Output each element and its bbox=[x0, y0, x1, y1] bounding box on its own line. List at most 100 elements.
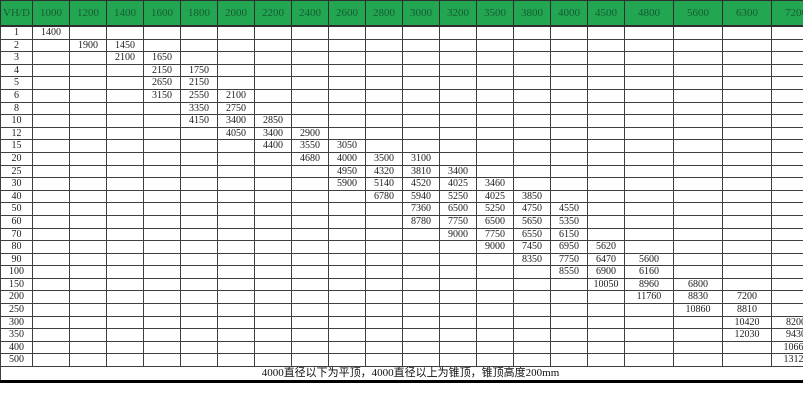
data-cell[interactable] bbox=[106, 88, 144, 103]
data-cell[interactable] bbox=[180, 177, 218, 191]
data-cell[interactable] bbox=[254, 290, 292, 305]
data-cell[interactable] bbox=[106, 202, 144, 216]
data-cell[interactable] bbox=[254, 88, 292, 103]
data-cell[interactable] bbox=[587, 114, 625, 128]
data-cell[interactable] bbox=[550, 126, 588, 141]
data-cell[interactable] bbox=[143, 265, 181, 279]
data-cell[interactable]: 10420 bbox=[722, 315, 772, 330]
data-cell[interactable] bbox=[143, 101, 181, 116]
data-cell[interactable] bbox=[32, 139, 70, 153]
data-cell[interactable] bbox=[365, 38, 403, 53]
data-cell[interactable] bbox=[771, 227, 803, 242]
data-cell[interactable] bbox=[254, 240, 292, 254]
data-cell[interactable] bbox=[328, 25, 366, 40]
data-cell[interactable] bbox=[69, 164, 107, 179]
data-cell[interactable]: 5620 bbox=[587, 240, 625, 254]
data-cell[interactable]: 5940 bbox=[402, 189, 440, 204]
data-cell[interactable] bbox=[722, 277, 772, 292]
data-cell[interactable] bbox=[106, 101, 144, 116]
row-label-cell[interactable]: 60 bbox=[0, 214, 33, 229]
data-cell[interactable] bbox=[69, 265, 107, 279]
data-cell[interactable]: 3850 bbox=[513, 189, 551, 204]
data-cell[interactable] bbox=[513, 76, 551, 90]
data-cell[interactable]: 1450 bbox=[106, 38, 144, 53]
data-cell[interactable] bbox=[69, 177, 107, 191]
data-cell[interactable] bbox=[254, 177, 292, 191]
data-cell[interactable] bbox=[217, 214, 255, 229]
data-cell[interactable] bbox=[69, 303, 107, 317]
data-cell[interactable]: 6500 bbox=[476, 214, 514, 229]
data-cell[interactable] bbox=[106, 353, 144, 368]
data-cell[interactable] bbox=[587, 164, 625, 179]
data-cell[interactable] bbox=[217, 139, 255, 153]
data-cell[interactable] bbox=[402, 139, 440, 153]
data-cell[interactable] bbox=[106, 114, 144, 128]
data-cell[interactable]: 3550 bbox=[291, 139, 329, 153]
data-cell[interactable] bbox=[180, 227, 218, 242]
data-cell[interactable] bbox=[180, 265, 218, 279]
column-header-cell[interactable]: 1200 bbox=[69, 0, 107, 27]
data-cell[interactable] bbox=[587, 88, 625, 103]
data-cell[interactable] bbox=[624, 139, 674, 153]
data-cell[interactable]: 7750 bbox=[439, 214, 477, 229]
data-cell[interactable] bbox=[217, 164, 255, 179]
data-cell[interactable] bbox=[587, 38, 625, 53]
data-cell[interactable] bbox=[476, 164, 514, 179]
data-cell[interactable] bbox=[771, 126, 803, 141]
data-cell[interactable] bbox=[69, 88, 107, 103]
data-cell[interactable] bbox=[673, 252, 723, 267]
data-cell[interactable] bbox=[402, 126, 440, 141]
data-cell[interactable] bbox=[439, 353, 477, 368]
data-cell[interactable]: 6780 bbox=[365, 189, 403, 204]
data-cell[interactable] bbox=[550, 101, 588, 116]
data-cell[interactable] bbox=[217, 25, 255, 40]
data-cell[interactable] bbox=[365, 202, 403, 216]
data-cell[interactable] bbox=[673, 164, 723, 179]
data-cell[interactable] bbox=[106, 63, 144, 78]
data-cell[interactable] bbox=[32, 189, 70, 204]
data-cell[interactable] bbox=[254, 38, 292, 53]
data-cell[interactable] bbox=[476, 290, 514, 305]
data-cell[interactable] bbox=[217, 51, 255, 65]
row-label-cell[interactable]: 20 bbox=[0, 151, 33, 166]
data-cell[interactable] bbox=[328, 101, 366, 116]
data-cell[interactable] bbox=[402, 340, 440, 355]
data-cell[interactable]: 3460 bbox=[476, 177, 514, 191]
row-label-cell[interactable]: 8 bbox=[0, 101, 33, 116]
data-cell[interactable] bbox=[365, 303, 403, 317]
data-cell[interactable] bbox=[180, 126, 218, 141]
data-cell[interactable]: 1400 bbox=[32, 25, 70, 40]
data-cell[interactable]: 8830 bbox=[673, 290, 723, 305]
data-cell[interactable] bbox=[476, 126, 514, 141]
data-cell[interactable] bbox=[254, 151, 292, 166]
data-cell[interactable]: 4025 bbox=[476, 189, 514, 204]
row-label-cell[interactable]: 300 bbox=[0, 315, 33, 330]
data-cell[interactable] bbox=[143, 227, 181, 242]
data-cell[interactable]: 6470 bbox=[587, 252, 625, 267]
data-cell[interactable] bbox=[402, 353, 440, 368]
data-cell[interactable] bbox=[624, 303, 674, 317]
data-cell[interactable] bbox=[32, 353, 70, 368]
data-cell[interactable] bbox=[180, 328, 218, 342]
data-cell[interactable] bbox=[550, 139, 588, 153]
data-cell[interactable] bbox=[771, 202, 803, 216]
data-cell[interactable] bbox=[32, 88, 70, 103]
data-cell[interactable] bbox=[32, 164, 70, 179]
data-cell[interactable]: 4050 bbox=[217, 126, 255, 141]
data-cell[interactable] bbox=[106, 315, 144, 330]
data-cell[interactable] bbox=[69, 139, 107, 153]
row-label-cell[interactable]: 90 bbox=[0, 252, 33, 267]
data-cell[interactable] bbox=[254, 51, 292, 65]
data-cell[interactable] bbox=[69, 252, 107, 267]
data-cell[interactable] bbox=[365, 51, 403, 65]
data-cell[interactable]: 12030 bbox=[722, 328, 772, 342]
corner-header-cell[interactable]: VH/D bbox=[0, 0, 33, 27]
data-cell[interactable] bbox=[550, 290, 588, 305]
data-cell[interactable] bbox=[587, 101, 625, 116]
data-cell[interactable] bbox=[476, 88, 514, 103]
data-cell[interactable] bbox=[291, 51, 329, 65]
data-cell[interactable] bbox=[771, 151, 803, 166]
data-cell[interactable] bbox=[722, 265, 772, 279]
data-cell[interactable] bbox=[550, 340, 588, 355]
data-cell[interactable] bbox=[513, 101, 551, 116]
